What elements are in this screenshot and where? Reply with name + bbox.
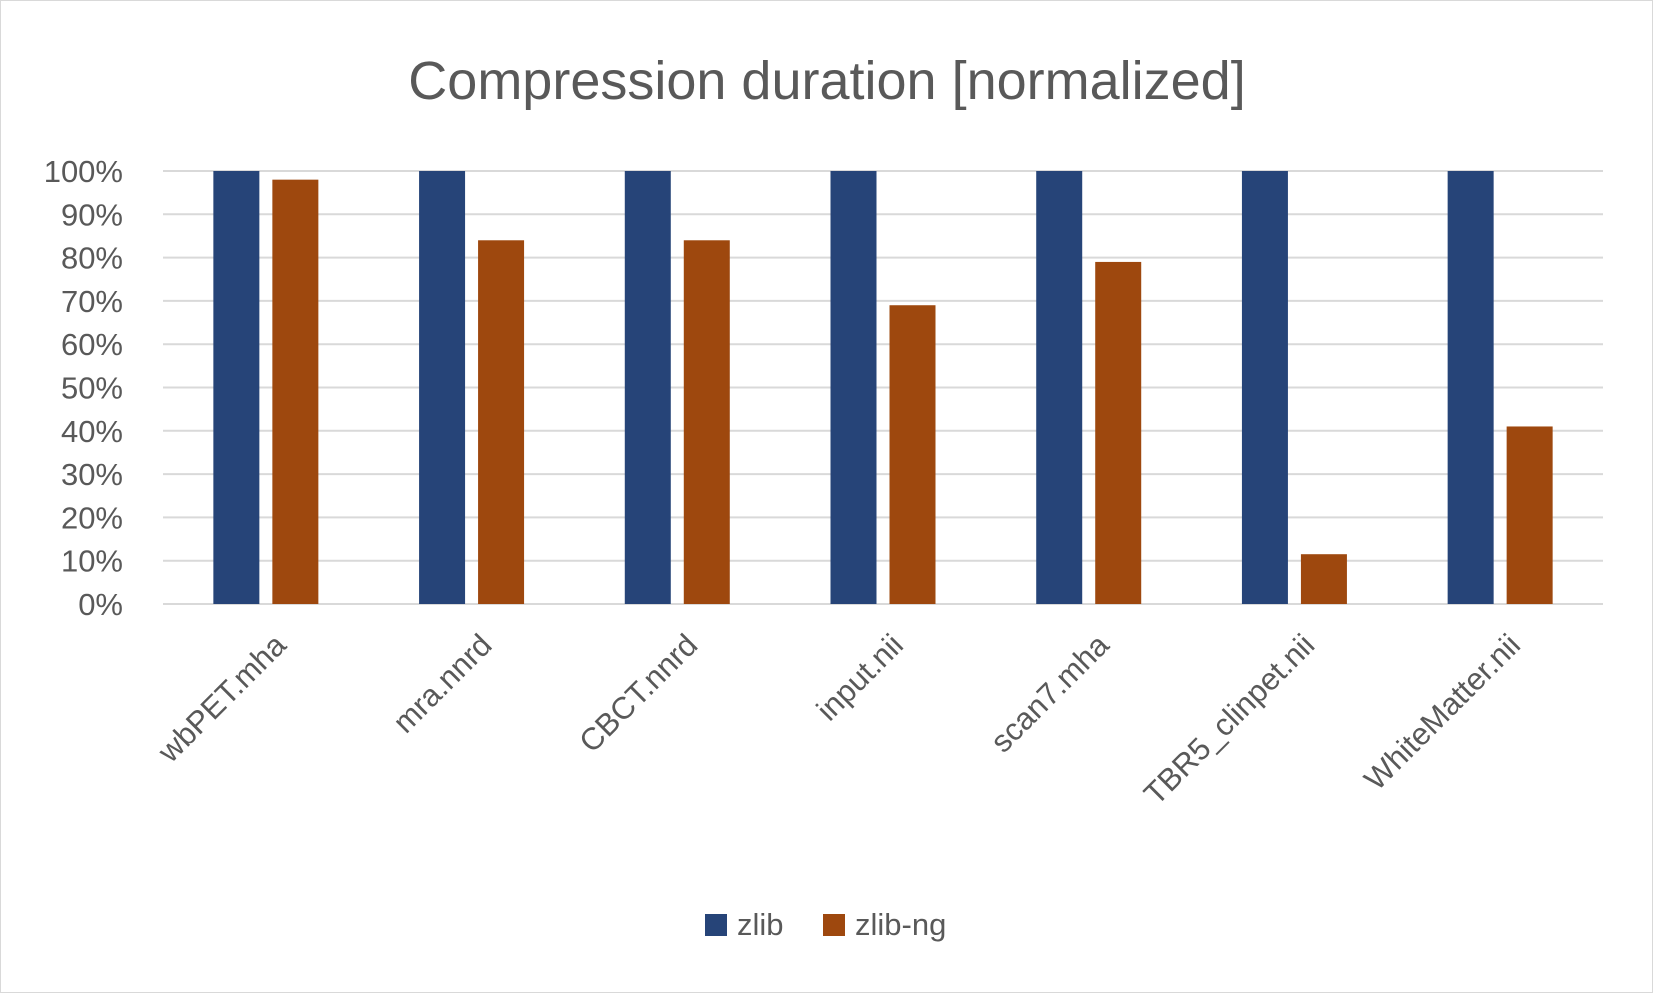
x-category-label: TBR5_clinpet.nii bbox=[1137, 627, 1321, 811]
y-tick-label: 80% bbox=[61, 241, 123, 276]
y-tick-label: 10% bbox=[61, 544, 123, 579]
y-tick-label: 50% bbox=[61, 371, 123, 406]
x-category-label: CBCT.nnrd bbox=[572, 627, 704, 759]
y-tick-label: 30% bbox=[61, 457, 123, 492]
bar-zlib-input.nii bbox=[830, 171, 877, 604]
legend[interactable]: zlib zlib-ng bbox=[705, 907, 946, 942]
chart-title: Compression duration [normalized] bbox=[408, 51, 1245, 111]
gridlines bbox=[163, 170, 1603, 605]
bar-zlib-mra.nnrd bbox=[419, 171, 466, 604]
legend-swatch-zlib bbox=[705, 914, 727, 936]
y-tick-label: 90% bbox=[61, 197, 123, 232]
bar-zlib-WhiteMatter.nii bbox=[1447, 171, 1494, 604]
legend-swatch-zlib-ng bbox=[823, 914, 845, 936]
bar-zlib-TBR5_clinpet.nii bbox=[1241, 171, 1288, 604]
y-axis-ticks: 0% 10% 20% 30% 40% 50% 60% 70% 80% 90% 100% bbox=[44, 154, 123, 622]
bar-zlib-ng-WhiteMatter.nii bbox=[1506, 426, 1553, 604]
x-category-label: mra.nnrd bbox=[386, 627, 498, 739]
x-category-label: scan7.mha bbox=[984, 627, 1117, 760]
bar-zlib-scan7.mha bbox=[1036, 171, 1083, 604]
x-category-label: input.nii bbox=[810, 627, 910, 727]
x-category-label: WhiteMatter.nii bbox=[1357, 627, 1527, 797]
bar-zlib-ng-TBR5_clinpet.nii bbox=[1300, 554, 1347, 604]
y-tick-label: 40% bbox=[61, 414, 123, 449]
bar-zlib-ng-wbPET.mha bbox=[272, 179, 319, 604]
y-tick-label: 100% bbox=[44, 154, 123, 189]
y-tick-label: 60% bbox=[61, 327, 123, 362]
y-tick-label: 70% bbox=[61, 284, 123, 319]
bar-zlib-ng-mra.nnrd bbox=[478, 240, 525, 604]
bars bbox=[213, 171, 1553, 604]
bar-zlib-wbPET.mha bbox=[213, 171, 260, 604]
bar-zlib-ng-CBCT.nnrd bbox=[683, 240, 730, 604]
bar-zlib-CBCT.nnrd bbox=[624, 171, 671, 604]
legend-label-zlib[interactable]: zlib bbox=[737, 907, 784, 942]
bar-zlib-ng-input.nii bbox=[889, 305, 936, 604]
x-axis-categories: wbPET.mha mra.nnrd CBCT.nnrd input.nii scan7… bbox=[150, 627, 1527, 812]
legend-label-zlib-ng[interactable]: zlib-ng bbox=[855, 907, 946, 942]
x-category-label: wbPET.mha bbox=[150, 627, 293, 770]
y-tick-label: 20% bbox=[61, 500, 123, 535]
y-tick-label: 0% bbox=[78, 587, 123, 622]
bar-zlib-ng-scan7.mha bbox=[1095, 261, 1142, 604]
